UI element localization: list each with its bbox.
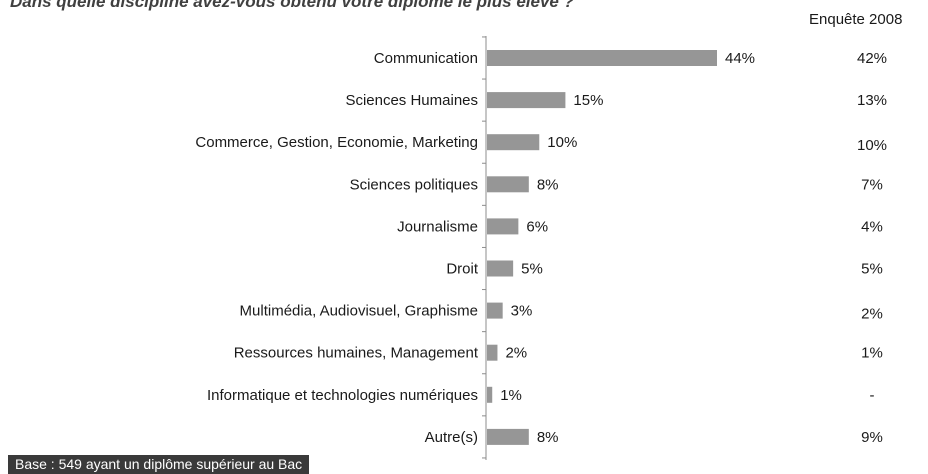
comparison-value: 10% xyxy=(857,137,887,154)
bar-value-label: 8% xyxy=(537,176,559,193)
bar xyxy=(487,134,540,151)
bar xyxy=(487,218,519,235)
bar xyxy=(487,344,498,361)
bar xyxy=(487,428,529,445)
base-footnote: Base : 549 ayant un diplôme supérieur au… xyxy=(8,455,310,474)
bar xyxy=(487,92,566,109)
comparison-value: 4% xyxy=(861,218,883,235)
bar-value-label: 1% xyxy=(500,387,522,404)
category-label: Autre(s) xyxy=(425,429,478,446)
bar-value-label: 15% xyxy=(573,92,603,109)
bar-value-label: 2% xyxy=(505,345,527,362)
comparison-value: 13% xyxy=(857,92,887,109)
category-label: Sciences Humaines xyxy=(345,92,478,109)
bar-value-label: 10% xyxy=(547,134,577,151)
bar xyxy=(487,302,503,319)
category-label: Informatique et technologies numériques xyxy=(207,387,478,404)
bar xyxy=(487,50,717,66)
comparison-value: 9% xyxy=(861,429,883,446)
bar-value-label: 8% xyxy=(537,429,559,446)
comparison-value: 5% xyxy=(861,261,883,278)
category-label: Commerce, Gestion, Economie, Marketing xyxy=(195,134,478,151)
comparison-column-header: Enquête 2008 xyxy=(809,11,903,28)
category-label: Sciences politiques xyxy=(350,176,478,193)
bar xyxy=(487,176,529,193)
comparison-value: - xyxy=(870,387,875,404)
bar-value-label: 3% xyxy=(511,303,533,320)
category-label: Journalisme xyxy=(397,218,478,235)
comparison-value: 2% xyxy=(861,306,883,323)
category-label: Droit xyxy=(446,261,479,278)
comparison-value: 1% xyxy=(861,345,883,362)
bar-value-label: 6% xyxy=(526,218,548,235)
category-label: Multimédia, Audiovisuel, Graphisme xyxy=(240,303,478,320)
category-label: Communication xyxy=(374,50,478,67)
bar-value-label: 44% xyxy=(725,50,755,67)
comparison-value: 42% xyxy=(857,50,887,67)
category-label: Ressources humaines, Management xyxy=(234,345,479,362)
bar xyxy=(487,260,514,277)
bar-value-label: 5% xyxy=(521,261,543,278)
comparison-value: 7% xyxy=(861,176,883,193)
chart-title: Dans quelle discipline avez-vous obtenu … xyxy=(10,0,574,11)
bar xyxy=(487,386,493,403)
